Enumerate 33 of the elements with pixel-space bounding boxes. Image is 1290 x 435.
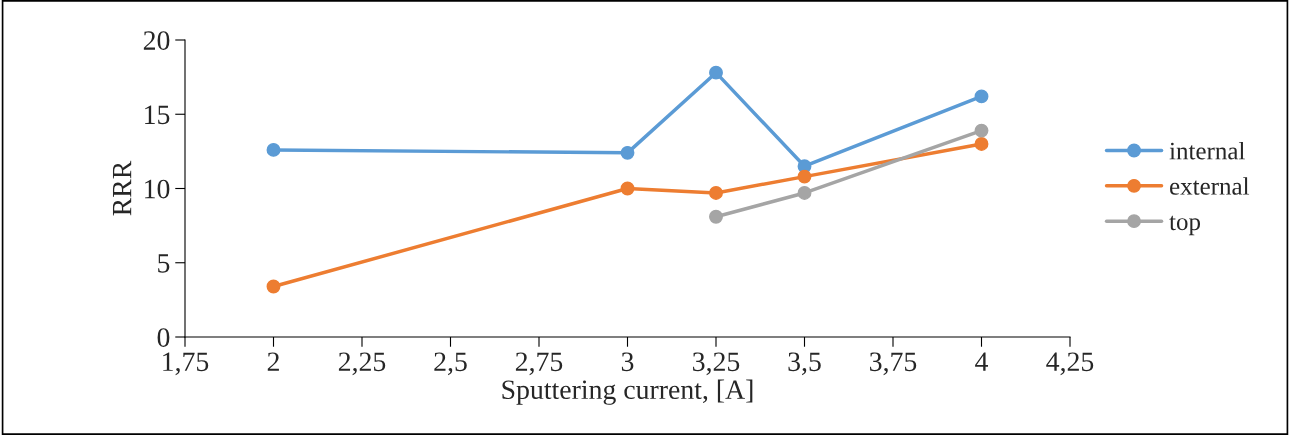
y-tick-label: 10 bbox=[145, 179, 170, 199]
legend-label: external bbox=[1170, 177, 1250, 195]
x-tick-label: 3,5 bbox=[788, 352, 821, 376]
x-tick-label: 2,75 bbox=[515, 352, 563, 376]
point bbox=[797, 186, 812, 200]
x-tick-label: 4 bbox=[975, 352, 989, 371]
x-tick-label: 3,75 bbox=[870, 352, 917, 376]
legend-label: internal bbox=[1169, 141, 1245, 160]
point bbox=[974, 123, 989, 138]
point bbox=[709, 65, 723, 80]
point bbox=[266, 142, 281, 157]
point bbox=[974, 89, 989, 104]
x-tick-label: 3,25 bbox=[693, 352, 740, 376]
y-axis-title: RRR bbox=[112, 160, 132, 216]
point bbox=[266, 279, 281, 294]
x-tick-label: 2,5 bbox=[434, 352, 467, 376]
y-tick-label: 20 bbox=[143, 31, 170, 50]
legend-label: top bbox=[1169, 215, 1201, 236]
point bbox=[797, 169, 812, 184]
y-tick-label: 0 bbox=[157, 328, 170, 347]
point bbox=[620, 181, 635, 196]
point bbox=[709, 186, 723, 200]
x-tick-label: 4,25 bbox=[1046, 352, 1094, 376]
x-tick-label: 2 bbox=[267, 352, 279, 371]
y-tick-label: 15 bbox=[145, 105, 170, 125]
point bbox=[709, 209, 723, 224]
x-tick-label: 3 bbox=[621, 352, 634, 372]
x-tick-label: 2,25 bbox=[338, 352, 386, 376]
x-tick-label: 1,75 bbox=[163, 352, 209, 376]
point bbox=[620, 145, 635, 160]
x-axis-title: Sputtering current, [A] bbox=[502, 379, 753, 405]
point bbox=[974, 137, 989, 151]
y-tick-label: 5 bbox=[158, 254, 170, 273]
